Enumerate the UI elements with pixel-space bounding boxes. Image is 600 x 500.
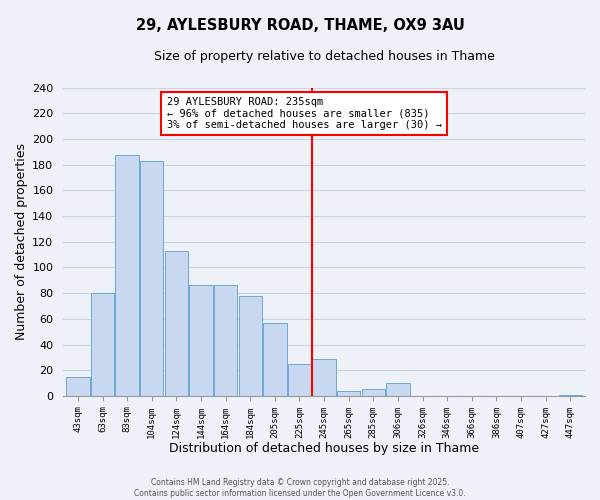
- Bar: [362, 390, 385, 396]
- Bar: [91, 293, 114, 396]
- Bar: [386, 383, 410, 396]
- Bar: [164, 251, 188, 396]
- Text: Contains HM Land Registry data © Crown copyright and database right 2025.
Contai: Contains HM Land Registry data © Crown c…: [134, 478, 466, 498]
- Bar: [115, 154, 139, 396]
- Text: 29 AYLESBURY ROAD: 235sqm
← 96% of detached houses are smaller (835)
3% of semi-: 29 AYLESBURY ROAD: 235sqm ← 96% of detac…: [167, 97, 442, 130]
- Y-axis label: Number of detached properties: Number of detached properties: [15, 144, 28, 340]
- Bar: [263, 322, 287, 396]
- Bar: [239, 296, 262, 396]
- Text: 29, AYLESBURY ROAD, THAME, OX9 3AU: 29, AYLESBURY ROAD, THAME, OX9 3AU: [136, 18, 464, 32]
- Bar: [140, 161, 163, 396]
- Bar: [66, 376, 89, 396]
- Bar: [288, 364, 311, 396]
- Bar: [214, 286, 237, 396]
- Title: Size of property relative to detached houses in Thame: Size of property relative to detached ho…: [154, 50, 494, 63]
- Bar: [313, 358, 336, 396]
- Bar: [337, 390, 361, 396]
- Bar: [189, 286, 212, 396]
- Bar: [559, 394, 582, 396]
- X-axis label: Distribution of detached houses by size in Thame: Distribution of detached houses by size …: [169, 442, 479, 455]
